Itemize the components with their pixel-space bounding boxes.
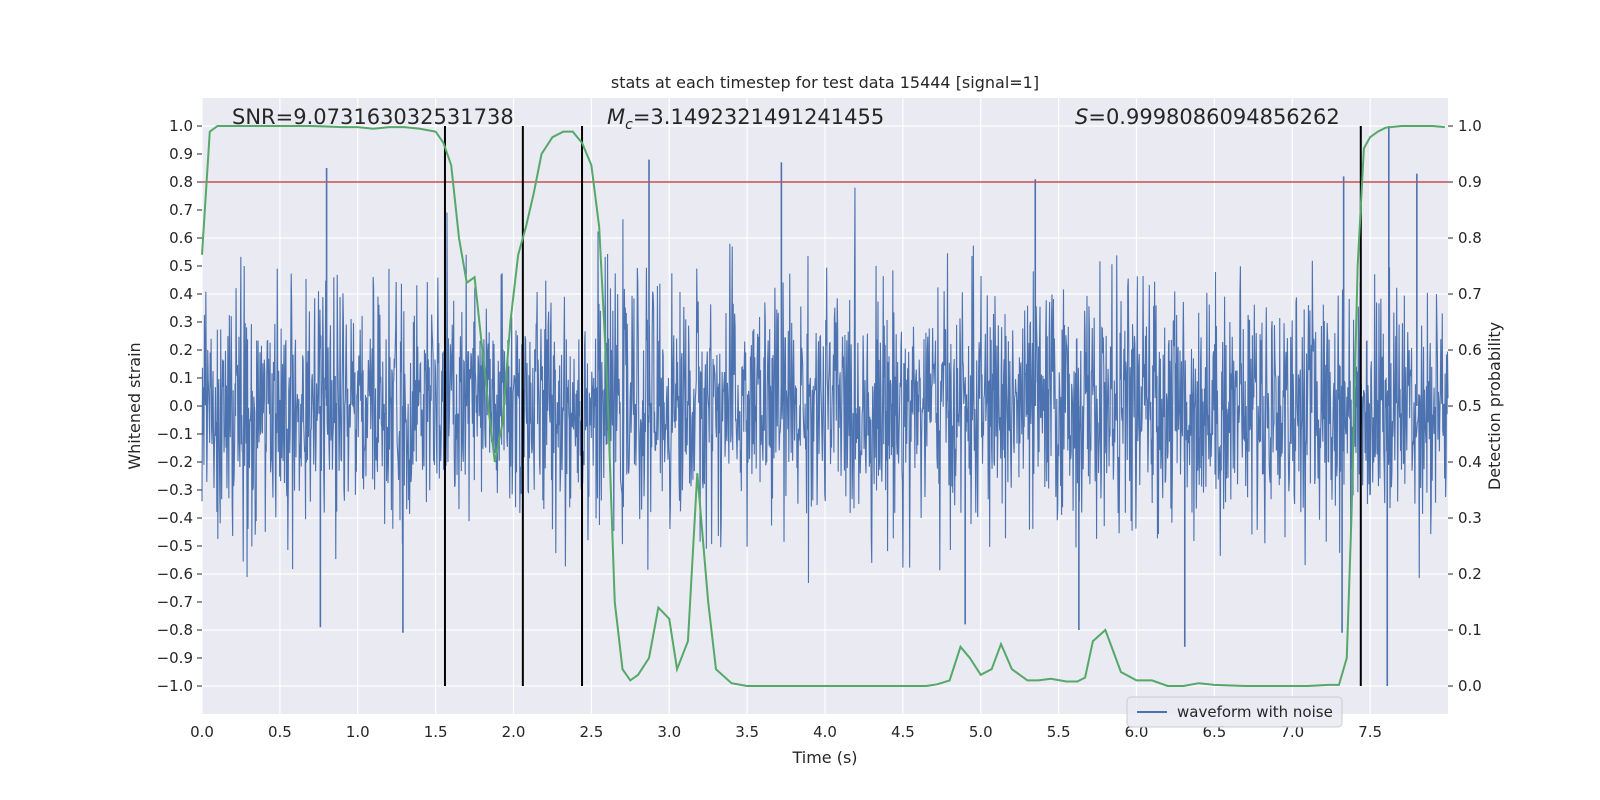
waveform-line	[201, 187, 1449, 584]
y2-tick-label: 0.1	[1458, 621, 1482, 639]
y2-tick-label: 0.5	[1458, 397, 1482, 415]
y-tick-label: 0.5	[169, 257, 193, 275]
y-tick-label: 0.6	[169, 229, 193, 247]
y-tick-label: −0.2	[157, 453, 193, 471]
y-tick-label: −0.5	[157, 537, 193, 555]
y-tick-label: −0.4	[157, 509, 193, 527]
x-tick-label: 3.0	[657, 723, 681, 741]
chirp-mass-subscript: c	[625, 117, 633, 133]
y2-tick-label: 0.8	[1458, 229, 1482, 247]
y-tick-label: −0.9	[157, 649, 193, 667]
x-tick-label: 2.5	[579, 723, 603, 741]
y-tick-label: 0.7	[169, 201, 193, 219]
snr-annotation: SNR=9.073163032531738	[232, 105, 514, 129]
x-tick-label: 5.0	[969, 723, 993, 741]
y-tick-label: 0.4	[169, 285, 193, 303]
y2-tick-label: 0.6	[1458, 341, 1482, 359]
y-tick-label: 0.0	[169, 397, 193, 415]
chirp-mass-symbol: M	[607, 105, 625, 129]
x-tick-label: 1.5	[424, 723, 448, 741]
y2-tick-label: 1.0	[1458, 117, 1482, 135]
y-tick-label: −0.8	[157, 621, 193, 639]
y-tick-label: −1.0	[157, 677, 193, 695]
y-tick-label: −0.3	[157, 481, 193, 499]
x-tick-label: 4.5	[891, 723, 915, 741]
x-tick-label: 0.0	[190, 723, 214, 741]
y2-axis-label: Detection probability	[1485, 322, 1504, 490]
x-tick-label: 0.5	[268, 723, 292, 741]
y2-tick-label: 0.0	[1458, 677, 1482, 695]
probability-series-line	[201, 125, 1445, 687]
y-tick-label: 0.1	[169, 369, 193, 387]
x-tick-label: 2.0	[502, 723, 526, 741]
legend: waveform with noise	[1126, 696, 1343, 728]
y2-tick-label: 0.2	[1458, 565, 1482, 583]
x-tick-label: 5.5	[1047, 723, 1071, 741]
x-tick-label: 1.0	[346, 723, 370, 741]
chart-title: stats at each timestep for test data 154…	[611, 73, 1039, 92]
axis-ticks: 0.0 0.5 1.0 1.5 2.0 2.5 3.0 3.5 4.0 4.5 5.0 5.5 6.0 6…	[157, 117, 1482, 741]
x-axis-label: Time (s)	[791, 748, 857, 767]
y-tick-label: 0.2	[169, 341, 193, 359]
y-axis-label: Whitened strain	[125, 342, 144, 469]
y-tick-label: 0.9	[169, 145, 193, 163]
s-symbol: S	[1075, 105, 1088, 129]
x-tick-label: 4.0	[813, 723, 837, 741]
y-tick-label: −0.6	[157, 565, 193, 583]
y-tick-label: −0.1	[157, 425, 193, 443]
x-tick-label: 3.5	[735, 723, 759, 741]
x-tick-label: 7.5	[1358, 723, 1382, 741]
overlay-lines	[202, 126, 1448, 686]
y-tick-label: −0.7	[157, 593, 193, 611]
legend-box	[1126, 696, 1343, 728]
chirp-mass-value: =3.1492321491241455	[633, 105, 884, 129]
y2-tick-label: 0.7	[1458, 285, 1482, 303]
s-value: =0.9998086094856262	[1088, 105, 1339, 129]
waveform-series	[201, 126, 1449, 686]
y-tick-label: 1.0	[169, 117, 193, 135]
y2-tick-label: 0.4	[1458, 453, 1482, 471]
y-tick-label: 0.8	[169, 173, 193, 191]
y2-tick-label: 0.9	[1458, 173, 1482, 191]
y2-tick-label: 0.3	[1458, 509, 1482, 527]
chirp-mass-annotation: Mc=3.1492321491241455	[607, 105, 884, 133]
s-annotation: S=0.9998086094856262	[1075, 105, 1340, 129]
legend-waveform-label: waveform with noise	[1177, 703, 1333, 721]
y-tick-label: 0.3	[169, 313, 193, 331]
